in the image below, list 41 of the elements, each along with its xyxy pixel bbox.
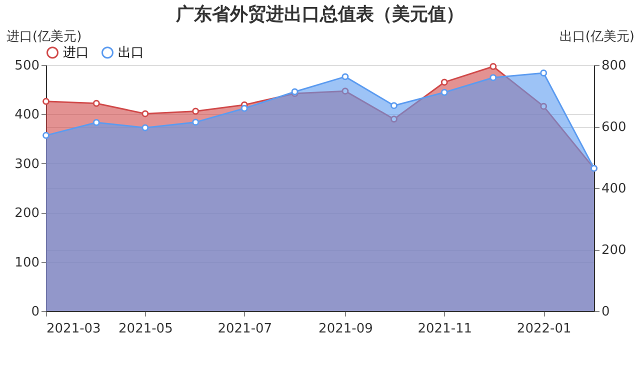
x-tick-label: 2021-11	[418, 322, 472, 336]
y2-tick-label: 400	[602, 182, 626, 196]
x-tick-label: 2021-09	[318, 322, 373, 336]
y-tick-label: 300	[14, 156, 40, 172]
x-tick-label: 2022-01	[516, 322, 572, 336]
point	[92, 119, 100, 126]
y-tick-label: 0	[31, 304, 40, 320]
chart-title: 广东省外贸进出口总值表（美元值）	[175, 4, 464, 25]
y2-tick-label: 800	[602, 58, 626, 74]
y-tick-label: 100	[14, 255, 40, 270]
y2-axis-title: 出口(亿美元)	[559, 28, 634, 44]
point	[192, 108, 200, 115]
y-tick-label: 500	[14, 58, 40, 74]
point	[390, 102, 398, 110]
y2-tick-label: 600	[602, 120, 626, 135]
point	[390, 116, 398, 123]
point	[540, 70, 548, 76]
y-axis-title: 进口(亿美元)	[6, 28, 82, 44]
point	[92, 100, 100, 107]
point	[342, 88, 349, 95]
y-tick-label: 200	[14, 206, 40, 222]
legend-label: 出口	[118, 46, 144, 61]
point	[240, 104, 248, 112]
y2-tick-label: 0	[602, 304, 610, 320]
x-tick-label: 2021-05	[118, 322, 173, 336]
x-tick-label: 2021-07	[218, 322, 272, 336]
point	[490, 74, 497, 82]
point	[342, 73, 349, 80]
legend-label: 进口	[63, 46, 89, 61]
point	[42, 132, 50, 139]
point	[440, 78, 448, 86]
point	[192, 118, 200, 126]
point	[142, 124, 149, 132]
x-tick-label: 2021-03	[46, 322, 101, 336]
point	[42, 98, 50, 105]
y2-tick-label: 200	[602, 243, 626, 258]
point	[142, 110, 149, 118]
point	[440, 88, 448, 96]
point	[490, 62, 497, 70]
y-tick-label: 400	[14, 108, 40, 123]
point	[540, 102, 548, 110]
